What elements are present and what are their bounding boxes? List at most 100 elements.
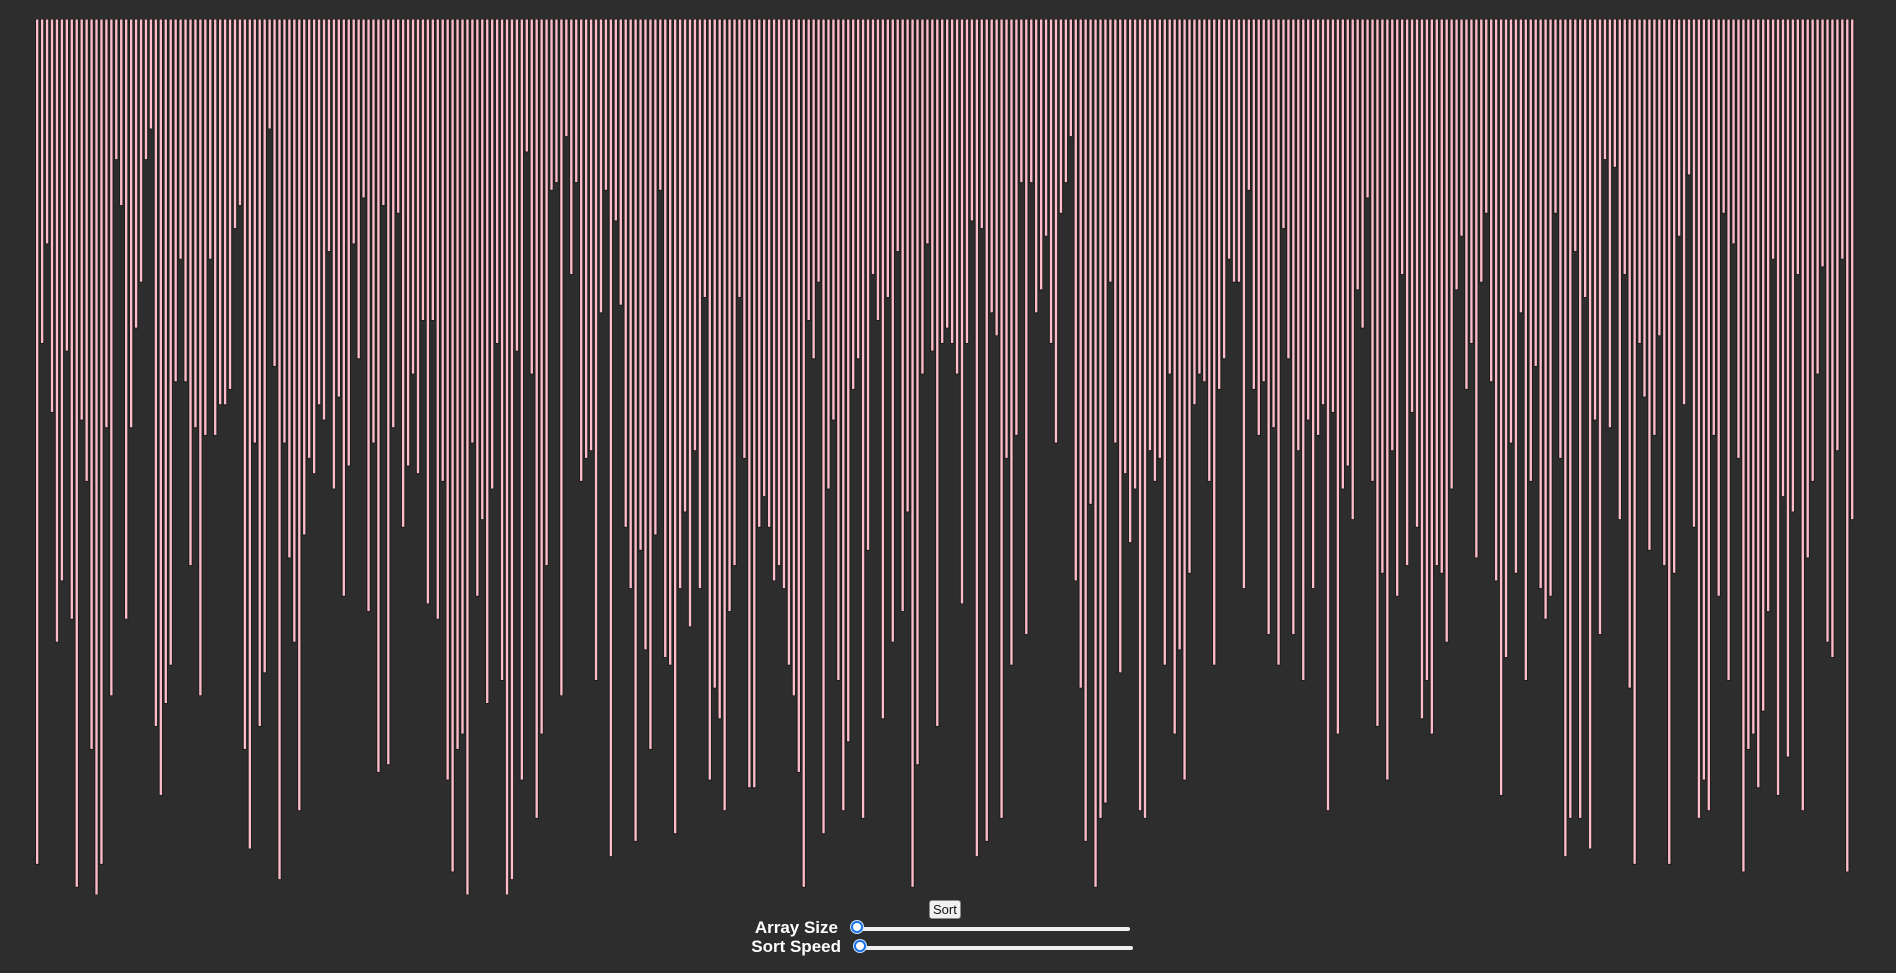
array-bar bbox=[1109, 19, 1112, 282]
array-bar bbox=[955, 19, 958, 374]
array-bar bbox=[436, 19, 439, 619]
array-bar bbox=[105, 19, 108, 428]
array-bar bbox=[629, 19, 632, 589]
array-bar bbox=[748, 19, 751, 788]
array-bar bbox=[693, 19, 696, 451]
array-bar bbox=[881, 19, 884, 719]
array-bar bbox=[421, 19, 424, 321]
array-bar bbox=[1529, 19, 1532, 481]
array-bar bbox=[337, 19, 340, 397]
array-bar bbox=[510, 19, 513, 880]
array-bar bbox=[575, 19, 578, 183]
array-bar bbox=[1015, 19, 1018, 435]
array-bar bbox=[1415, 19, 1418, 527]
array-bar bbox=[352, 19, 355, 244]
array-bar bbox=[1499, 19, 1502, 795]
array-bar bbox=[1316, 19, 1319, 435]
sort-speed-slider[interactable] bbox=[855, 946, 1133, 950]
array-bar bbox=[965, 19, 968, 343]
array-bar bbox=[1331, 19, 1334, 412]
array-bar bbox=[1277, 19, 1280, 665]
array-bar bbox=[1668, 19, 1671, 864]
array-bar bbox=[1776, 19, 1779, 795]
array-bar bbox=[921, 19, 924, 374]
array-bar bbox=[1227, 19, 1230, 259]
array-bar bbox=[367, 19, 370, 612]
array-bar bbox=[827, 19, 830, 489]
array-bar bbox=[609, 19, 612, 857]
array-bar bbox=[644, 19, 647, 650]
array-bar bbox=[1717, 19, 1720, 596]
array-bar bbox=[1356, 19, 1359, 290]
array-bar bbox=[876, 19, 879, 321]
array-bar bbox=[1435, 19, 1438, 566]
array-bar bbox=[1198, 19, 1201, 374]
array-bar bbox=[886, 19, 889, 298]
array-size-slider[interactable] bbox=[852, 927, 1130, 931]
array-bar bbox=[555, 19, 558, 183]
array-bar bbox=[1381, 19, 1384, 573]
sort-button[interactable]: Sort bbox=[929, 900, 961, 919]
array-bar bbox=[1677, 19, 1680, 236]
array-bar bbox=[1247, 19, 1250, 190]
array-bar bbox=[654, 19, 657, 535]
array-bar bbox=[1376, 19, 1379, 726]
array-bar bbox=[332, 19, 335, 489]
array-bar bbox=[891, 19, 894, 642]
array-bar bbox=[50, 19, 53, 412]
array-bar bbox=[258, 19, 261, 726]
array-bar bbox=[871, 19, 874, 275]
array-bar bbox=[431, 19, 434, 321]
array-bar bbox=[293, 19, 296, 642]
array-bar bbox=[1114, 19, 1117, 443]
array-bar bbox=[298, 19, 301, 811]
array-bar bbox=[1480, 19, 1483, 282]
array-bar bbox=[1188, 19, 1191, 573]
array-bar bbox=[1687, 19, 1690, 175]
array-bar bbox=[401, 19, 404, 527]
array-bar bbox=[1252, 19, 1255, 389]
array-bar bbox=[317, 19, 320, 405]
array-bar bbox=[990, 19, 993, 313]
sort-speed-slider-thumb[interactable] bbox=[854, 940, 866, 952]
array-bar bbox=[283, 19, 286, 443]
array-bar bbox=[515, 19, 518, 351]
array-bar bbox=[1742, 19, 1745, 872]
array-bar bbox=[1514, 19, 1517, 573]
array-bar bbox=[619, 19, 622, 305]
array-bar bbox=[1618, 19, 1621, 520]
array-bar bbox=[1163, 19, 1166, 665]
array-bar bbox=[1143, 19, 1146, 818]
array-bar bbox=[1663, 19, 1666, 566]
array-bar bbox=[129, 19, 132, 428]
array-bar bbox=[540, 19, 543, 734]
array-bar bbox=[703, 19, 706, 298]
array-bar bbox=[1138, 19, 1141, 811]
array-bar bbox=[738, 19, 741, 298]
array-bar bbox=[1064, 19, 1067, 183]
array-bar bbox=[85, 19, 88, 481]
array-bar bbox=[1826, 19, 1829, 642]
array-bar bbox=[1420, 19, 1423, 719]
array-bar bbox=[560, 19, 563, 696]
array-bar bbox=[1519, 19, 1522, 313]
array-size-slider-thumb[interactable] bbox=[851, 921, 863, 933]
array-bar bbox=[500, 19, 503, 681]
array-bar bbox=[604, 19, 607, 190]
array-bar bbox=[624, 19, 627, 527]
array-bar bbox=[960, 19, 963, 604]
array-bar bbox=[1287, 19, 1290, 359]
array-bar bbox=[856, 19, 859, 359]
array-bar bbox=[777, 19, 780, 566]
array-bar bbox=[110, 19, 113, 696]
array-bar bbox=[263, 19, 266, 673]
array-bar bbox=[268, 19, 271, 129]
array-bar bbox=[1391, 19, 1394, 451]
array-bar bbox=[406, 19, 409, 466]
array-bar bbox=[1054, 19, 1057, 443]
array-bar bbox=[1574, 19, 1577, 252]
array-bar bbox=[1425, 19, 1428, 681]
array-bar bbox=[1791, 19, 1794, 512]
array-bar bbox=[926, 19, 929, 244]
array-bar bbox=[1712, 19, 1715, 435]
